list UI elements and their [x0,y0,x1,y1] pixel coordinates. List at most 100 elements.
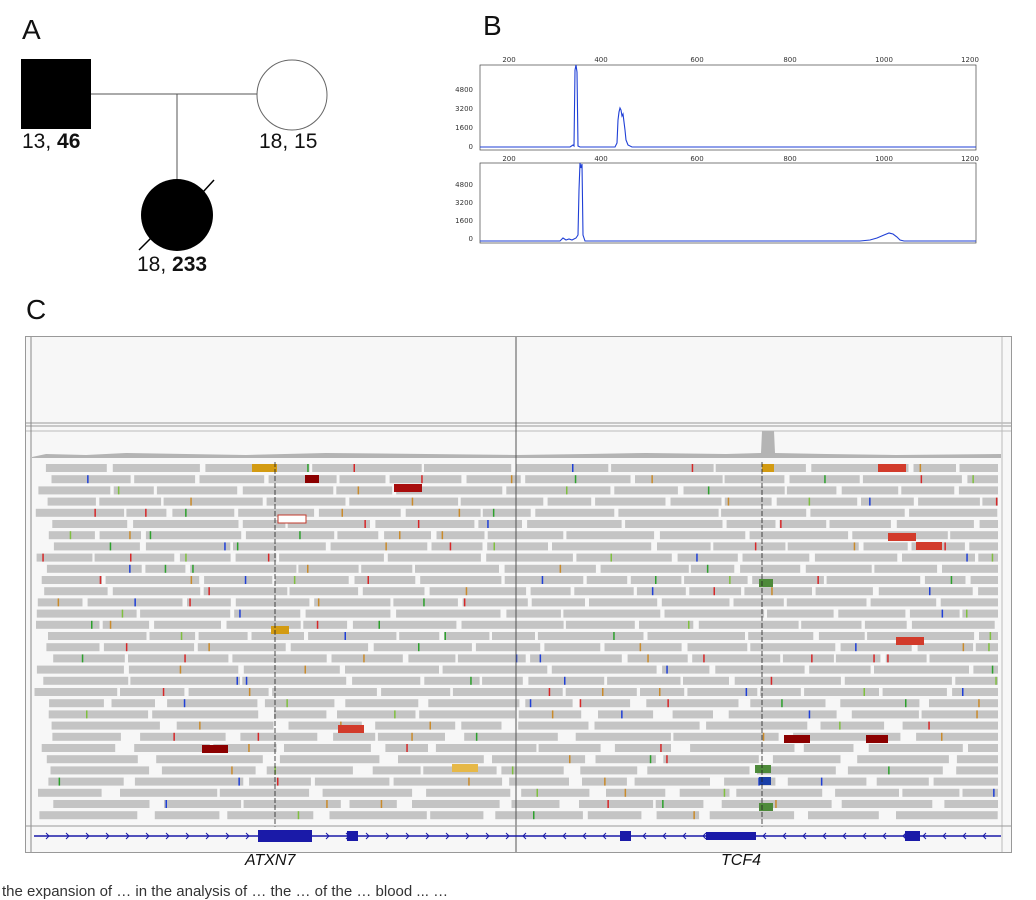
read [803,744,854,752]
read [709,811,795,820]
read [565,688,637,696]
read [41,744,116,752]
read [885,654,927,663]
read [430,811,484,820]
x-tick: 1000 [875,56,893,64]
read [944,800,998,808]
x-tick: 800 [783,56,796,64]
read [274,576,349,584]
read [587,811,642,820]
read [52,520,128,528]
read [576,553,672,562]
read [396,486,503,495]
atxn7-exon [258,830,312,842]
read [266,766,353,775]
read [736,788,823,797]
child-genotype: 18, 233 [137,253,208,276]
mismatch [224,542,226,551]
mismatch [236,542,239,551]
highlighted-read [896,637,924,645]
mismatch [399,531,401,540]
read [198,632,248,640]
highlighted-read [878,464,906,472]
read [551,665,657,674]
read [604,643,682,652]
read [687,643,748,652]
mismatch [378,620,380,629]
read [482,676,523,685]
read [740,564,801,573]
read [53,654,125,663]
mismatch [458,508,461,517]
read [352,620,457,629]
read [715,464,806,472]
mismatch [130,553,132,562]
read [673,732,779,741]
read [656,811,700,820]
mismatch [929,587,931,596]
mismatch [962,643,965,652]
father-square [21,59,91,129]
mismatch [781,699,783,708]
read [509,777,569,786]
mismatch [183,699,186,708]
read [36,553,93,562]
mismatch [380,800,383,808]
read [339,475,386,484]
read [978,587,998,596]
igv-canvas [26,337,1011,852]
read [429,587,527,596]
read [786,486,837,495]
mismatch [572,464,574,472]
mismatch [125,643,128,652]
read [805,564,872,573]
read [232,654,327,663]
mismatch [449,542,452,551]
read [140,609,231,618]
read [41,576,102,584]
read [424,464,512,472]
mismatch [267,553,270,562]
read [53,542,140,551]
read [820,721,885,730]
mismatch [411,732,413,741]
strand-arrow [245,832,250,840]
mismatch [529,699,532,708]
mismatch [423,598,425,607]
read [978,553,998,562]
read [521,788,590,797]
read [636,587,686,596]
read [606,788,666,797]
mismatch [713,587,715,596]
read [53,800,150,808]
coverage-track [32,431,1001,458]
read [909,609,960,618]
read [372,766,421,775]
highlighted-read [755,765,771,773]
read [531,598,585,607]
mismatch [991,553,994,562]
read [841,486,899,495]
strand-arrow [205,832,210,840]
read [457,654,526,663]
read [466,475,521,484]
mismatch [688,620,690,629]
x-tick: 200 [502,56,515,64]
mismatch [745,688,748,696]
mismatch [363,654,365,663]
read [164,800,242,808]
strand-arrow [782,832,787,840]
highlighted-read [866,735,888,743]
mismatch [493,542,495,551]
mismatch [185,508,187,517]
highlighted-read [394,484,422,492]
read [44,587,108,596]
read [460,497,544,506]
read [352,676,421,685]
strand-arrow [165,832,170,840]
read [525,699,573,708]
strand-arrow [962,832,967,840]
mismatch [134,598,136,607]
read [35,508,125,517]
mismatch [510,475,513,484]
